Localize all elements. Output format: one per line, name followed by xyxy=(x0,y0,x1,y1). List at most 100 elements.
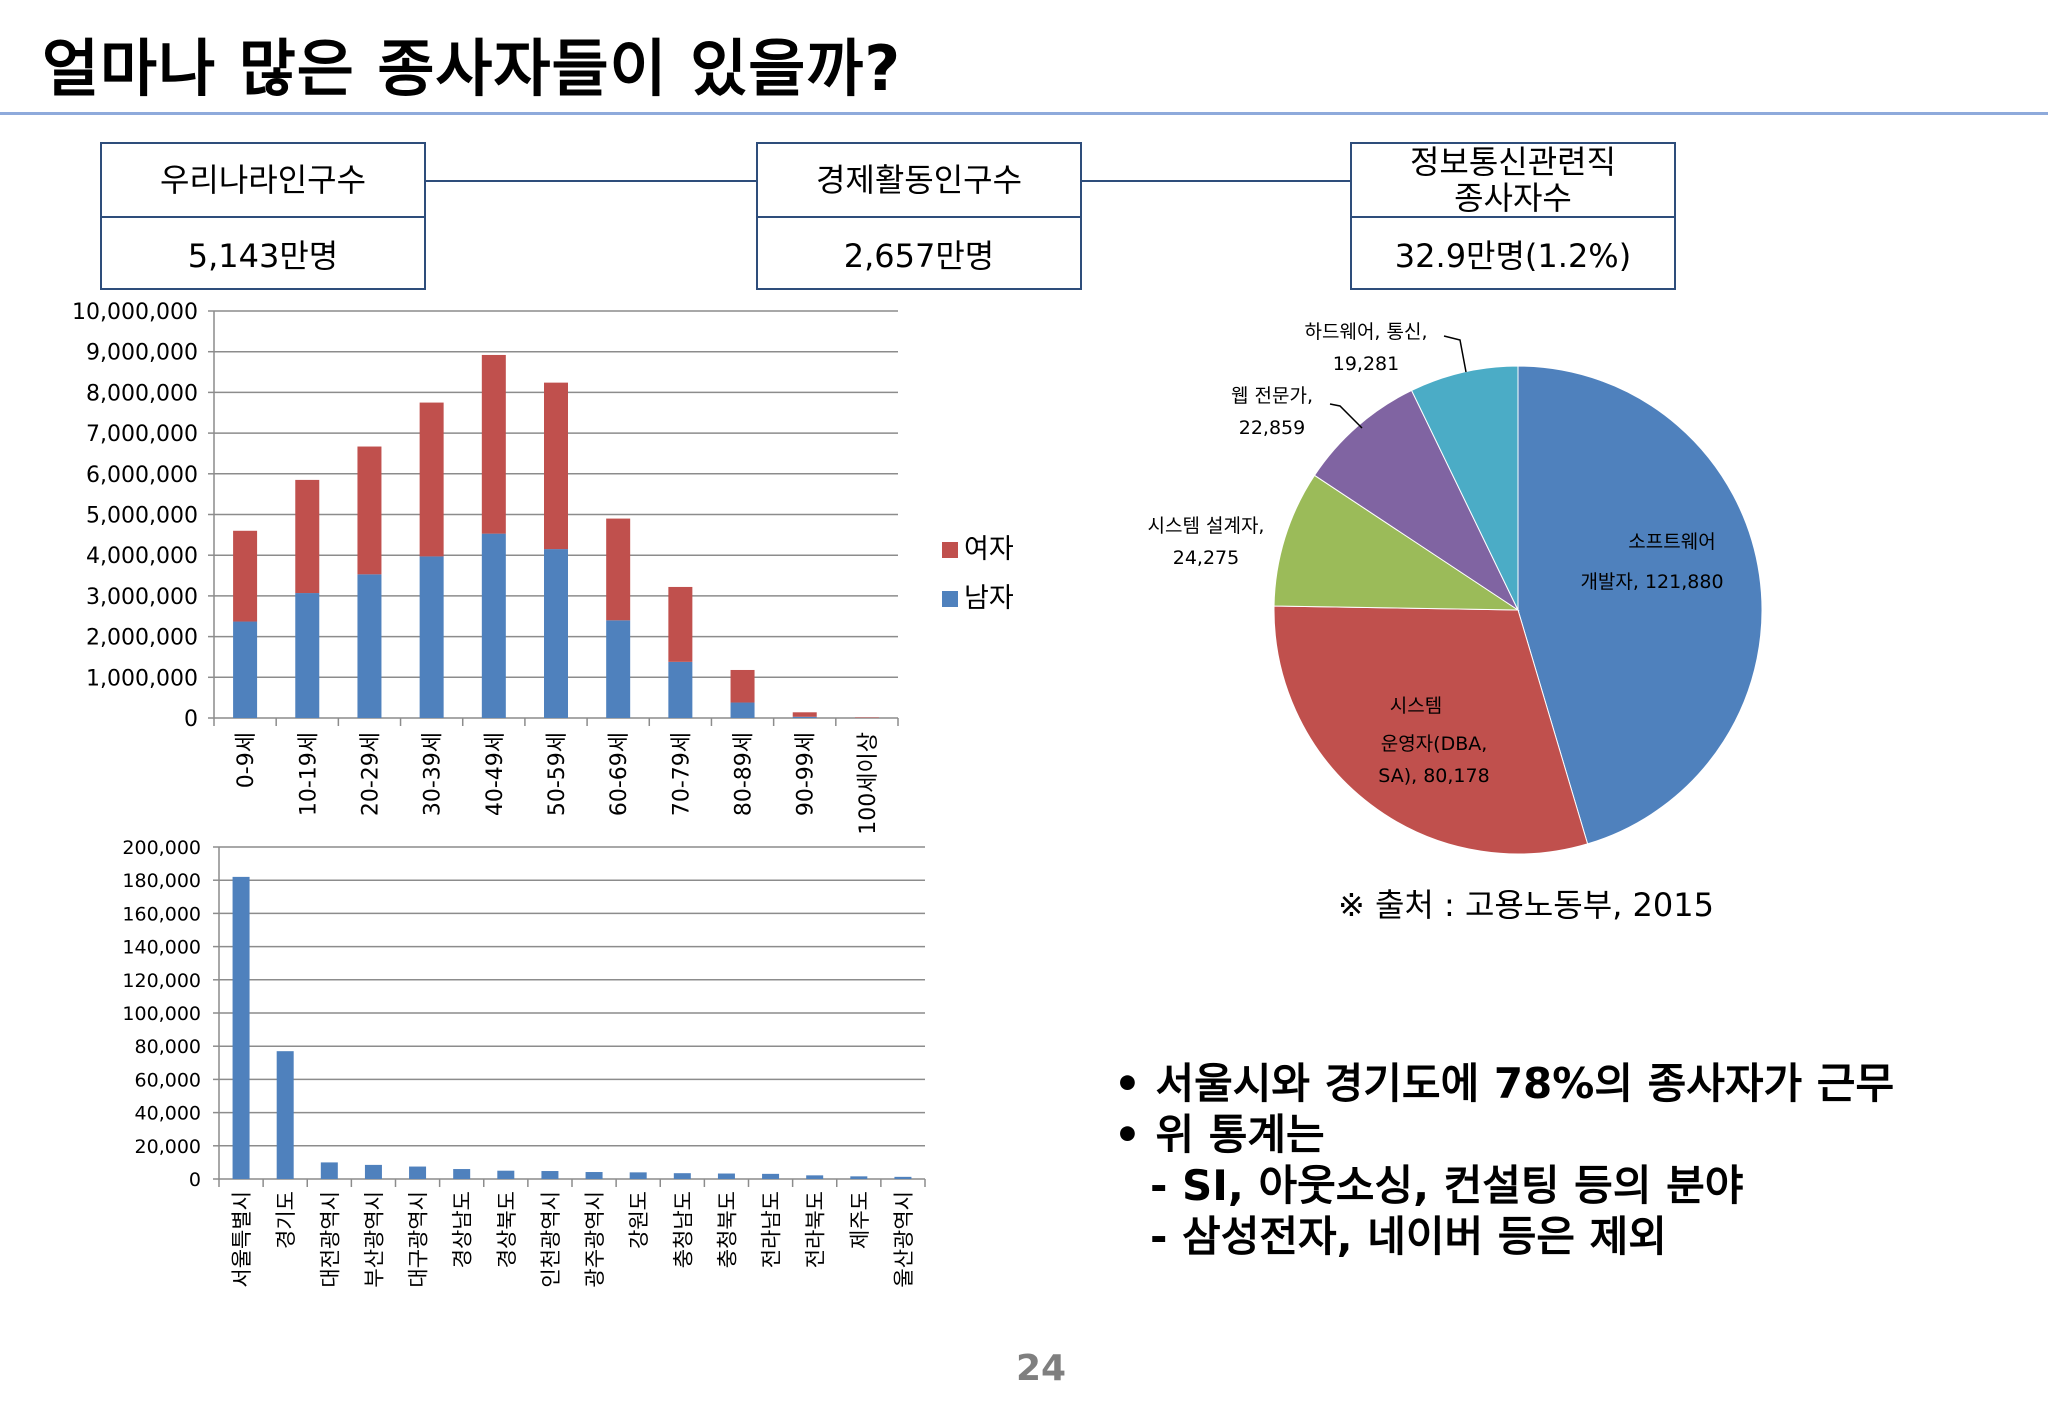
bar-segment xyxy=(295,479,320,594)
pie-slice-label: 소프트웨어 xyxy=(1628,531,1715,553)
x-tick-label: 40-49세 xyxy=(483,732,508,816)
economic-population-box-label: 경제활동인구수 xyxy=(758,144,1080,218)
x-tick-label: 70-79세 xyxy=(669,732,694,816)
y-tick-label: 5,000,000 xyxy=(86,504,198,529)
pie-slice-label: 개발자, 121,880 xyxy=(1580,571,1723,593)
x-tick-label: 충청남도 xyxy=(671,1191,695,1268)
pie-slice xyxy=(1410,365,1519,611)
region-workers-chart: 0 20,000 40,000 60,000 80,000 100,000 120,000 1… xyxy=(122,837,926,1288)
y-tick-label: 120,000 xyxy=(122,970,201,992)
x-tick-label: 20-29세 xyxy=(358,732,383,816)
bar xyxy=(232,876,250,1179)
population-box-label: 우리나라인구수 xyxy=(102,144,424,218)
box-connector-2 xyxy=(1082,180,1350,182)
y-tick-label: 3,000,000 xyxy=(86,585,198,610)
bar xyxy=(850,1176,868,1179)
x-tick-label: 50-59세 xyxy=(545,732,570,816)
y-tick-label: 2,000,000 xyxy=(86,626,198,651)
bar xyxy=(409,1166,427,1179)
x-tick-label: 울산광역시 xyxy=(892,1191,916,1288)
x-tick-label: 제주도 xyxy=(848,1191,872,1249)
pie-slice-label: 24,275 xyxy=(1173,547,1239,569)
y-tick-label: 80,000 xyxy=(135,1036,201,1058)
population-box: 우리나라인구수 5,143만명 xyxy=(100,142,426,290)
bar-segment xyxy=(606,518,631,621)
x-tick-label: 경상북도 xyxy=(495,1191,519,1268)
bar xyxy=(806,1175,824,1179)
x-tick-label: 부산광역시 xyxy=(362,1191,386,1288)
bar xyxy=(762,1173,780,1179)
pie-slice-label: 시스템 xyxy=(1390,695,1442,717)
bar-segment xyxy=(233,530,258,622)
y-tick-label: 8,000,000 xyxy=(86,381,198,406)
pie-slice-label: 웹 전문가, xyxy=(1231,385,1313,407)
y-tick-label: 7,000,000 xyxy=(86,422,198,447)
bar-segment xyxy=(481,354,506,534)
economic-population-box-value: 2,657만명 xyxy=(843,237,995,275)
y-tick-label: 100,000 xyxy=(122,1003,201,1025)
x-tick-label: 80-89세 xyxy=(732,732,757,816)
x-tick-label: 90-99세 xyxy=(794,732,819,816)
sub-bullet: - SI, 아웃소싱, 컨설팅 등의 분야 xyxy=(1150,1161,1744,1210)
bar xyxy=(320,1162,338,1179)
pie-slice xyxy=(1313,389,1520,612)
legend-label: 여자 xyxy=(964,534,1014,565)
bar-segment xyxy=(730,669,755,703)
pie-slice-label: 하드웨어, 통신, xyxy=(1305,321,1428,343)
bar-segment xyxy=(419,556,444,718)
x-tick-label: 서울특별시 xyxy=(230,1191,254,1288)
bar xyxy=(585,1172,603,1179)
x-tick-label: 충청북도 xyxy=(715,1191,739,1268)
bar xyxy=(629,1172,647,1179)
pie-slice-label: 시스템 설계자, xyxy=(1148,515,1265,537)
x-tick-label: 10-19세 xyxy=(296,732,321,816)
bar-segment xyxy=(792,716,817,718)
ict-workers-box: 정보통신관련직 종사자수 32.9만명(1.2%) xyxy=(1350,142,1676,290)
y-tick-label: 200,000 xyxy=(122,837,201,859)
bar-segment xyxy=(668,586,693,662)
y-tick-label: 0 xyxy=(184,707,198,732)
ict-workers-box-value: 32.9만명(1.2%) xyxy=(1394,237,1632,275)
x-tick-label: 0-9세 xyxy=(234,732,259,788)
title-underline xyxy=(0,112,2048,115)
page-number: 24 xyxy=(1016,1348,1067,1389)
bar xyxy=(673,1173,691,1179)
leader-line xyxy=(1329,403,1363,429)
x-tick-label: 전라북도 xyxy=(804,1191,828,1268)
pie-slice xyxy=(1273,605,1589,855)
y-tick-label: 180,000 xyxy=(122,870,201,892)
bar-segment xyxy=(295,593,320,718)
bar xyxy=(453,1169,471,1179)
y-tick-label: 0 xyxy=(189,1169,201,1191)
leader-line xyxy=(1443,335,1467,373)
x-tick-label: 대구광역시 xyxy=(407,1191,431,1288)
y-tick-label: 60,000 xyxy=(135,1069,201,1091)
bullet-item: • 서울시와 경기도에 78%의 종사자가 근무 xyxy=(1114,1059,1895,1108)
bar xyxy=(541,1171,559,1179)
pie-slice xyxy=(1273,474,1520,611)
y-tick-label: 160,000 xyxy=(122,903,201,925)
source-note: ※ 출처 : 고용노동부, 2015 xyxy=(1338,886,1714,924)
bullet-list: • 서울시와 경기도에 78%의 종사자가 근무 • 위 통계는 - SI, 아… xyxy=(1114,1058,1894,1262)
bar-segment xyxy=(357,446,382,575)
bullet-text: 서울시와 경기도에 78%의 종사자가 근무 xyxy=(1155,1059,1895,1108)
x-tick-label: 대전광역시 xyxy=(318,1191,342,1288)
y-tick-label: 4,000,000 xyxy=(86,544,198,569)
x-tick-label: 100세이상 xyxy=(856,732,881,835)
bullet-text: 위 통계는 xyxy=(1155,1110,1325,1159)
bar-segment xyxy=(792,712,817,717)
pie-slice-label: SA), 80,178 xyxy=(1378,765,1489,787)
bar-segment xyxy=(233,621,258,718)
x-tick-label: 60-69세 xyxy=(607,732,632,816)
pie-slice xyxy=(1517,365,1763,845)
y-tick-label: 1,000,000 xyxy=(86,666,198,691)
bar-segment xyxy=(357,574,382,718)
bar xyxy=(276,1051,294,1179)
population-box-value: 5,143만명 xyxy=(187,237,339,275)
x-tick-label: 경기도 xyxy=(274,1191,298,1249)
bar-segment xyxy=(481,533,506,718)
x-tick-label: 전라남도 xyxy=(760,1191,784,1268)
y-tick-label: 6,000,000 xyxy=(86,463,198,488)
x-tick-label: 광주광역시 xyxy=(583,1191,607,1288)
